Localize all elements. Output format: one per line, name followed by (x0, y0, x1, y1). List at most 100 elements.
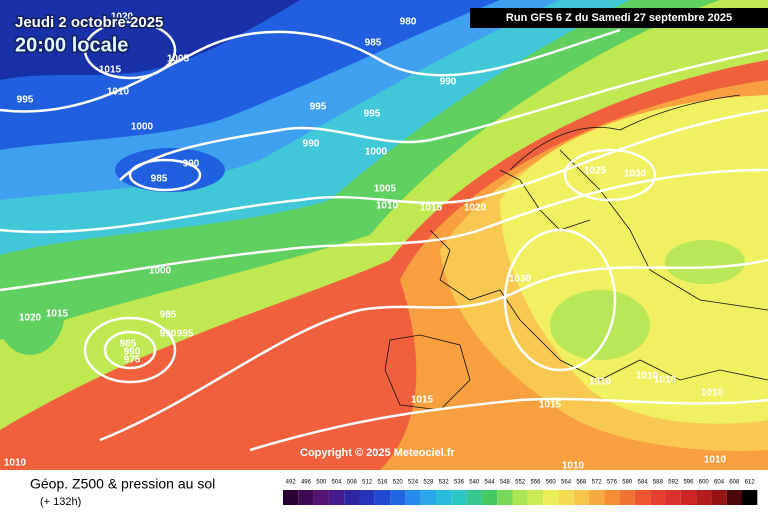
isobar-label: 990 (160, 329, 177, 340)
scale-label: 612 (745, 480, 756, 486)
isobar-label: 1010 (562, 461, 585, 472)
isobar-label: 1010 (654, 375, 677, 386)
isobar-label: 985 (151, 174, 168, 185)
isobar-label: 1005 (374, 184, 397, 195)
scale-label: 544 (485, 480, 496, 486)
scale-swatch (466, 490, 482, 505)
scale-label: 556 (530, 480, 541, 486)
forecast-date: Jeudi 2 octobre 2025 (15, 14, 163, 31)
isobar-label: 975 (124, 355, 141, 366)
isobar-label: 1015 (99, 65, 122, 76)
coastline (509, 94, 741, 171)
scale-label: 564 (561, 480, 572, 486)
scale-swatch (436, 490, 452, 505)
isobar-label: 990 (124, 347, 141, 358)
isobar-label: 1010 (376, 201, 399, 212)
scale-swatch (451, 490, 467, 505)
scale-swatch (543, 490, 559, 505)
isobar-label: 1015 (411, 395, 434, 406)
scale-swatch (573, 490, 589, 505)
isobar (563, 148, 657, 202)
isobar (0, 28, 621, 113)
isobar (119, 48, 768, 181)
scale-swatch (527, 490, 544, 505)
scale-swatch (481, 490, 498, 505)
coastlines (384, 94, 768, 411)
scale-label: 504 (332, 480, 343, 486)
isobar-label: 1010 (701, 388, 724, 399)
scale-label: 524 (408, 480, 419, 486)
warm-patch (550, 290, 650, 360)
scale-label: 584 (638, 480, 649, 486)
isobar-label: 985 (120, 339, 137, 350)
isobar-label: 1015 (46, 309, 69, 320)
isobar (503, 228, 617, 372)
scale-swatch (420, 490, 436, 505)
scale-swatch (604, 490, 620, 505)
scale-swatch (359, 490, 375, 505)
scale-label: 500 (316, 480, 327, 486)
scale-label: 604 (714, 480, 725, 486)
isobar-label: 985 (365, 38, 382, 49)
isobar-label: 1005 (167, 54, 190, 65)
forecast-time: 20:00 locale (15, 34, 128, 56)
scale-swatch (634, 490, 651, 505)
lead-time: (+ 132h) (40, 496, 81, 508)
isobar-label: 1010 (107, 87, 130, 98)
isobar-label: 1010 (4, 458, 27, 469)
band-dark-blue (0, 0, 300, 80)
isobar-label: 1015 (539, 400, 562, 411)
isobar-label: 985 (160, 310, 177, 321)
isobar-label: 995 (310, 102, 327, 113)
scale-label: 528 (423, 480, 434, 486)
isobar-label: 1000 (149, 266, 172, 277)
footer-title: Géop. Z500 & pression au sol (30, 476, 215, 492)
scale-swatch (374, 490, 391, 505)
coastline (384, 334, 471, 411)
isobar-label: 980 (400, 17, 417, 28)
isobar (0, 168, 768, 292)
scale-swatch (283, 490, 299, 505)
isobar (83, 316, 177, 384)
coastline (429, 229, 768, 381)
isobar-label: 1020 (464, 203, 487, 214)
isobar-label: 995 (364, 109, 381, 120)
scale-label: 552 (515, 480, 526, 486)
scale-swatch (680, 490, 697, 505)
scale-label: 592 (668, 480, 679, 486)
scale-label: 588 (653, 480, 664, 486)
copyright: Copyright © 2025 Meteociel.fr (300, 447, 456, 459)
scale-swatch (650, 490, 666, 505)
coastline (559, 149, 768, 311)
scale-label: 608 (729, 480, 740, 486)
isobars (0, 20, 768, 452)
scale-swatch (344, 490, 360, 505)
scale-label: 496 (301, 480, 312, 486)
isobar-label: 1010 (589, 377, 612, 388)
scale-swatch (390, 490, 406, 505)
scale-label: 492 (286, 480, 297, 486)
scale-swatch (726, 490, 742, 505)
scale-swatch (665, 490, 681, 505)
scale-label: 560 (546, 480, 557, 486)
warm-patch (665, 240, 745, 284)
scale-swatch (512, 490, 528, 505)
scale-swatch (711, 490, 727, 505)
scale-swatch (328, 490, 345, 505)
run-banner (470, 8, 768, 28)
scale-label: 548 (500, 480, 511, 486)
isobar-label: 995 (177, 329, 194, 340)
scale-swatch (558, 490, 574, 505)
isobar-label: 990 (303, 139, 320, 150)
scale-label: 540 (469, 480, 480, 486)
isobar-label: 990 (440, 77, 457, 88)
isobar (103, 330, 157, 370)
isobar-label: 1010 (704, 455, 727, 466)
scale-label: 520 (393, 480, 404, 486)
scale-label: 536 (454, 480, 465, 486)
isobar-label: 1020 (111, 12, 134, 23)
scale-swatch (742, 490, 758, 505)
scale-label: 532 (439, 480, 450, 486)
map: 1020 980985100510151010995990995995990100… (0, 0, 768, 472)
